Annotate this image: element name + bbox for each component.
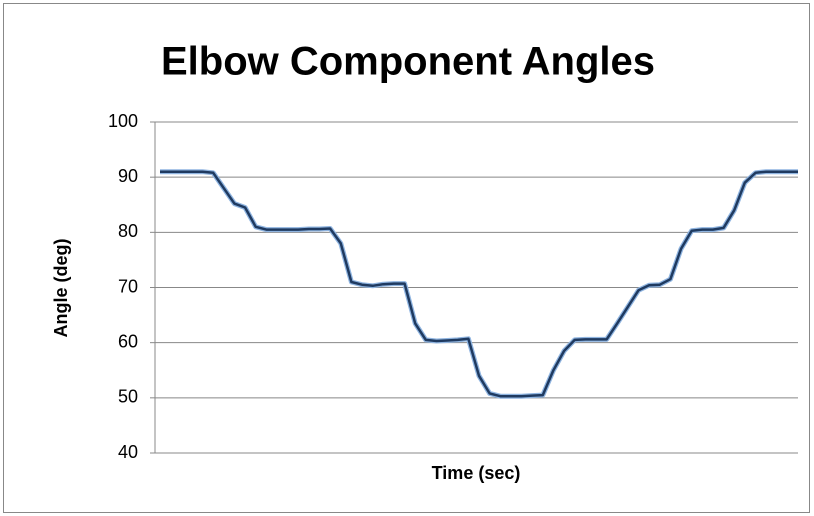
y-tick-label: 70 [118, 276, 138, 296]
y-tick-label: 50 [118, 387, 138, 407]
y-tick-label: 60 [118, 331, 138, 351]
y-tick-label: 100 [108, 111, 138, 131]
data-line [160, 170, 798, 398]
y-tick-label: 80 [118, 221, 138, 241]
chart-title: Elbow Component Angles [161, 40, 655, 84]
y-tick-label: 40 [118, 442, 138, 462]
y-tick-label: 90 [118, 166, 138, 186]
chart-frame [3, 3, 810, 513]
y-axis-label: Angle (deg) [51, 239, 71, 338]
x-axis-label: Time (sec) [432, 463, 521, 483]
